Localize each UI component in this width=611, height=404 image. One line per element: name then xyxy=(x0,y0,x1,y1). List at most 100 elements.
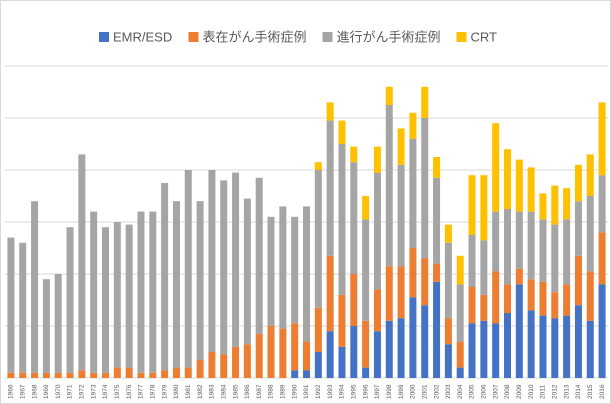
bar-segment xyxy=(504,209,511,285)
bar-segment xyxy=(362,367,370,378)
x-tick-label: 1989 xyxy=(280,384,287,399)
bar-segment xyxy=(113,367,121,378)
bar-segment xyxy=(362,320,370,368)
bar-segment xyxy=(54,274,62,373)
bar-segment xyxy=(7,237,15,373)
bar-segment xyxy=(338,144,346,295)
bar-segment xyxy=(267,216,275,326)
bar-segment xyxy=(504,149,511,209)
bar-segment xyxy=(492,123,500,212)
bar-segment xyxy=(421,258,429,306)
bar-segment xyxy=(551,292,559,319)
bar-segment xyxy=(468,235,476,287)
bar-segment xyxy=(149,211,157,373)
x-tick-label: 1996 xyxy=(362,384,369,399)
bar-segment xyxy=(480,175,488,241)
x-tick-label: 1979 xyxy=(161,384,168,399)
bar-segment xyxy=(314,162,322,170)
bar-segment xyxy=(338,346,346,378)
bar-segment xyxy=(149,372,157,378)
x-tick-label: 1983 xyxy=(209,384,216,399)
bar-segment xyxy=(468,323,476,378)
bar-segment xyxy=(172,367,180,378)
bar-segment xyxy=(527,279,535,311)
bar-segment xyxy=(385,86,393,105)
x-tick-label: 1972 xyxy=(79,384,86,399)
bar-segment xyxy=(314,170,322,308)
bar-segment xyxy=(362,196,370,220)
bar-segment xyxy=(480,320,488,378)
x-tick-label: 2007 xyxy=(492,384,499,399)
bar-segment xyxy=(397,318,405,378)
bar-segment xyxy=(515,284,523,378)
bar-segment xyxy=(563,284,571,316)
x-tick-label: 2004 xyxy=(457,384,464,399)
legend-swatch xyxy=(99,32,109,42)
bar-segment xyxy=(90,211,98,373)
x-tick-label: 2009 xyxy=(516,384,523,399)
x-tick-label: 1981 xyxy=(185,384,192,399)
bar-segment xyxy=(362,219,370,321)
bar-segment xyxy=(504,284,511,313)
bar-segment xyxy=(586,154,594,196)
x-tick-label: 2002 xyxy=(433,384,440,399)
bar-segment xyxy=(504,313,511,378)
bar-segment xyxy=(326,255,334,332)
legend-label: EMR/ESD xyxy=(113,29,172,44)
bar-segment xyxy=(598,175,606,233)
bar-segment xyxy=(66,372,74,378)
bar-segment xyxy=(433,177,441,264)
bar-segment xyxy=(598,102,606,176)
bar-segment xyxy=(161,370,169,378)
bar-segment xyxy=(314,352,322,378)
bar-segment xyxy=(539,281,547,316)
bar-segment xyxy=(539,193,547,220)
x-tick-label: 2012 xyxy=(552,384,559,399)
bar-segment xyxy=(456,367,464,378)
bar-segment xyxy=(563,315,571,378)
bar-segment xyxy=(42,372,50,378)
bar-segment xyxy=(586,271,594,321)
legend-swatch xyxy=(322,32,333,42)
bar-segment xyxy=(137,211,145,373)
bar-segment xyxy=(385,266,393,321)
bar-segment xyxy=(243,198,251,345)
legend-label: CRT xyxy=(471,29,498,44)
bar-segment xyxy=(456,284,464,342)
x-tick-label: 1974 xyxy=(102,384,109,399)
x-tick-label: 1999 xyxy=(398,384,405,399)
bar-segment xyxy=(208,170,216,352)
bar-segment xyxy=(243,344,251,378)
x-tick-label: 1988 xyxy=(268,384,275,399)
x-tick-label: 1982 xyxy=(197,384,204,399)
bar-segment xyxy=(385,320,393,378)
bar-segment xyxy=(267,326,275,378)
bar-segment xyxy=(515,268,523,285)
bar-segment xyxy=(397,128,405,165)
bar-segment xyxy=(137,372,145,378)
bar-segment xyxy=(397,266,405,319)
bar-segment xyxy=(172,201,180,368)
bar-segment xyxy=(102,227,109,373)
bar-segment xyxy=(42,279,50,373)
bar-segment xyxy=(433,263,441,282)
bar-segment xyxy=(220,180,228,355)
bar-segment xyxy=(444,344,452,378)
x-tick-label: 1978 xyxy=(150,384,157,399)
bar-segment xyxy=(421,305,429,378)
bar-segment xyxy=(303,206,310,342)
bar-segment xyxy=(326,331,334,378)
bar-segment xyxy=(527,167,535,212)
bar-segment xyxy=(527,310,535,378)
legend-label: 表在がん手術症例 xyxy=(203,29,307,44)
bar-segment xyxy=(492,271,500,324)
bar-segment xyxy=(444,318,452,345)
x-tick-label: 1967 xyxy=(19,384,26,399)
x-tick-label: 1975 xyxy=(114,384,121,399)
bar-segment xyxy=(444,224,452,243)
bar-segment xyxy=(279,328,287,378)
legend-swatch xyxy=(456,32,467,42)
bar-segment xyxy=(279,206,287,329)
x-tick-label: 1994 xyxy=(339,384,346,399)
